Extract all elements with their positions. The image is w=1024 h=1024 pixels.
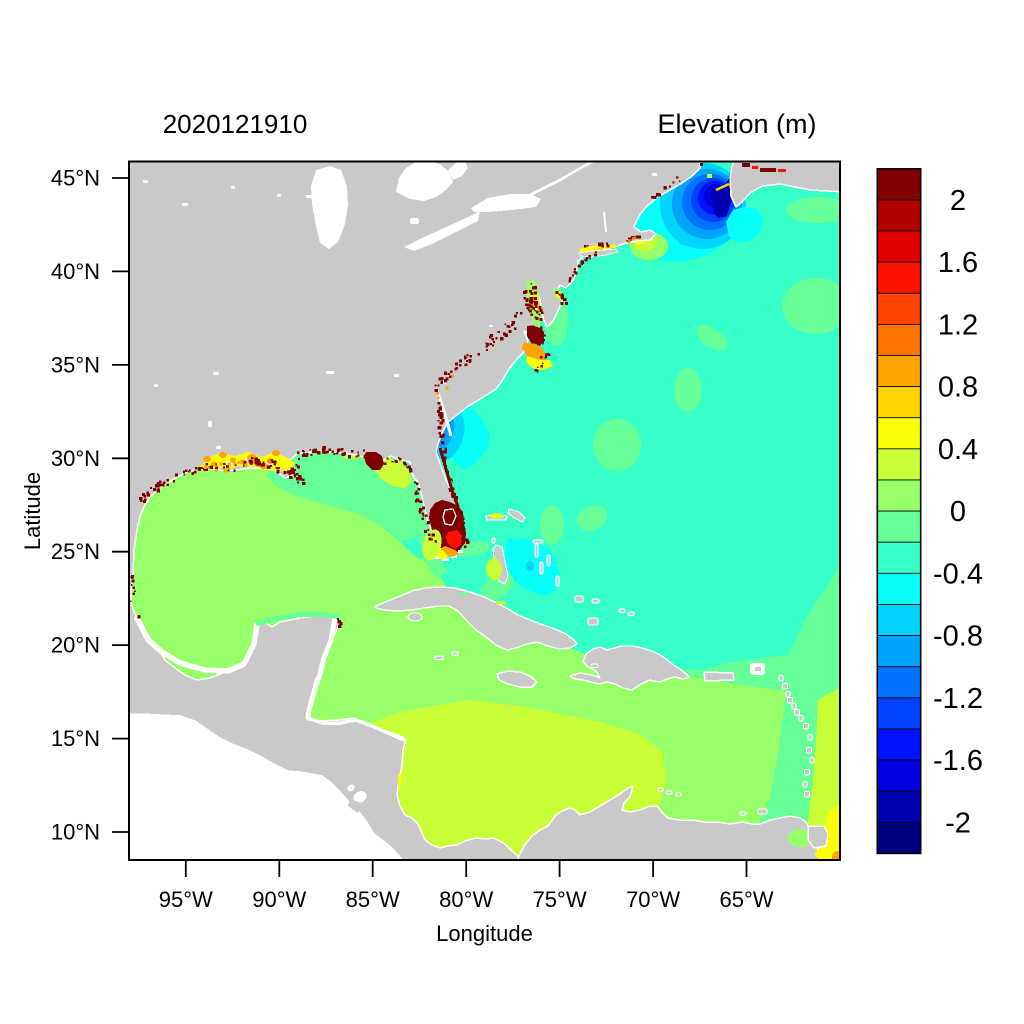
svg-text:75°W: 75°W bbox=[533, 887, 587, 912]
svg-text:35°N: 35°N bbox=[51, 352, 100, 377]
svg-text:20°N: 20°N bbox=[51, 633, 100, 658]
svg-text:95°W: 95°W bbox=[159, 887, 213, 912]
svg-text:45°N: 45°N bbox=[51, 166, 100, 191]
svg-text:-1.2: -1.2 bbox=[933, 683, 983, 715]
svg-text:Latitude: Latitude bbox=[20, 472, 45, 550]
svg-text:70°W: 70°W bbox=[626, 887, 680, 912]
svg-text:Longitude: Longitude bbox=[436, 921, 533, 946]
svg-text:1.2: 1.2 bbox=[938, 309, 978, 341]
svg-text:-0.4: -0.4 bbox=[933, 558, 983, 590]
svg-text:85°W: 85°W bbox=[346, 887, 400, 912]
svg-text:40°N: 40°N bbox=[51, 259, 100, 284]
svg-text:15°N: 15°N bbox=[51, 726, 100, 751]
svg-text:65°W: 65°W bbox=[719, 887, 773, 912]
svg-text:0.4: 0.4 bbox=[938, 434, 978, 466]
svg-text:Elevation (m): Elevation (m) bbox=[657, 109, 816, 139]
svg-text:30°N: 30°N bbox=[51, 446, 100, 471]
svg-text:2: 2 bbox=[950, 185, 966, 217]
svg-text:90°W: 90°W bbox=[252, 887, 306, 912]
svg-text:80°W: 80°W bbox=[439, 887, 493, 912]
svg-text:0: 0 bbox=[950, 496, 966, 528]
svg-text:0.8: 0.8 bbox=[938, 372, 978, 404]
svg-text:1.6: 1.6 bbox=[938, 247, 978, 279]
svg-text:-1.6: -1.6 bbox=[933, 745, 983, 777]
svg-text:-2: -2 bbox=[945, 807, 971, 839]
svg-text:-0.8: -0.8 bbox=[933, 621, 983, 653]
svg-text:2020121910: 2020121910 bbox=[163, 109, 308, 139]
svg-text:10°N: 10°N bbox=[51, 820, 100, 845]
svg-text:25°N: 25°N bbox=[51, 539, 100, 564]
